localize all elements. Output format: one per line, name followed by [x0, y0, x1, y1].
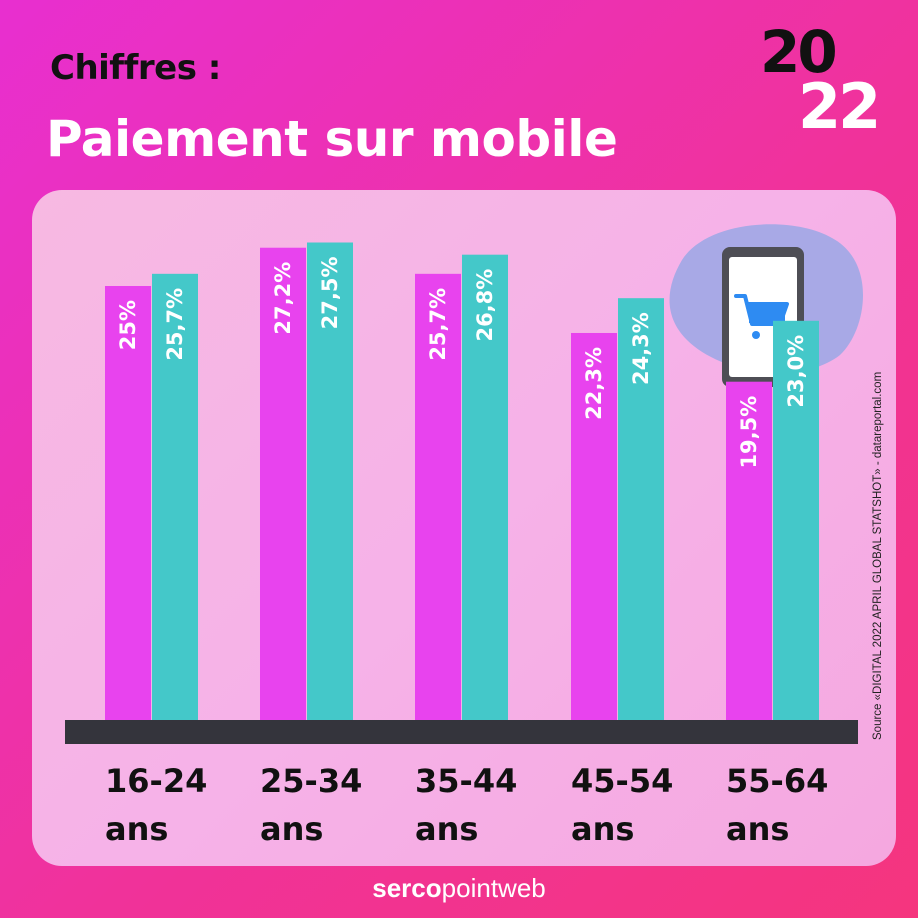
bar-35-44-s2: [462, 254, 508, 721]
x-tick-label-35-44-line1: 35-44: [415, 762, 517, 800]
data-label-55-64-s2: 23,0%: [784, 335, 808, 408]
bar-16-24-s2: [152, 273, 198, 721]
data-label-35-44-s1: 25,7%: [426, 288, 450, 361]
data-label-25-34-s1: 27,2%: [271, 262, 295, 335]
x-tick-label-45-54-line1: 45-54: [571, 762, 673, 800]
bar-25-34-s1: [260, 247, 306, 721]
footer-brand: sercopointweb: [0, 873, 918, 904]
brand-light: pointweb: [441, 873, 546, 903]
bar-45-54-s1: [571, 332, 617, 721]
x-tick-label-25-34-line1: 25-34: [260, 762, 362, 800]
year-bottom: 22: [798, 70, 881, 143]
x-tick-label-16-24-line1: 16-24: [105, 762, 207, 800]
x-tick-label-25-34-line2: ans: [260, 810, 323, 848]
bar-chart: 25% 25,7% 27,2% 27,5% 25,7% 26,8% 22,3% 24,3% 19…: [65, 224, 864, 848]
header-kicker: Chiffres :: [50, 48, 221, 88]
year-top: 20: [760, 18, 838, 86]
bars: 25% 25,7% 27,2% 27,5% 25,7% 26,8% 22,3% 24,3% 19…: [105, 242, 819, 721]
data-label-45-54-s2: 24,3%: [629, 312, 653, 385]
bar-45-54-s2: [618, 298, 664, 721]
bar-55-64-s1: [726, 381, 772, 721]
smartphone-cart-icon: [669, 224, 864, 387]
data-label-55-64-s1: 19,5%: [737, 396, 761, 469]
bar-35-44-s1: [415, 273, 461, 721]
cart-icon: [734, 294, 789, 326]
bar-16-24-s1: [105, 286, 151, 721]
bar-25-34-s2: [307, 242, 353, 721]
chart-baseline: [65, 720, 858, 744]
x-tick-label-35-44-line2: ans: [415, 810, 478, 848]
chart-panel: 25% 25,7% 27,2% 27,5% 25,7% 26,8% 22,3% 24,3% 19…: [32, 190, 896, 866]
x-tick-label-55-64-line1: 55-64: [726, 762, 828, 800]
data-label-16-24-s1: 25%: [116, 300, 140, 350]
x-tick-label-16-24-line2: ans: [105, 810, 168, 848]
data-label-25-34-s2: 27,5%: [318, 257, 342, 330]
x-tick-label-55-64-line2: ans: [726, 810, 789, 848]
page-title: Paiement sur mobile: [46, 110, 618, 168]
data-label-45-54-s1: 22,3%: [582, 347, 606, 420]
bar-55-64-s2: [773, 320, 819, 721]
brand-bold: serco: [372, 873, 442, 903]
x-axis-labels: 16-24 ans 25-34 ans 35-44 ans 45-54 ans 55-64 ans: [105, 762, 828, 848]
x-tick-label-45-54-line2: ans: [571, 810, 634, 848]
data-label-35-44-s2: 26,8%: [473, 269, 497, 342]
data-label-16-24-s2: 25,7%: [163, 288, 187, 361]
source-note: Source «DIGITAL 2022 APRIL GLOBAL STATSH…: [872, 371, 884, 740]
